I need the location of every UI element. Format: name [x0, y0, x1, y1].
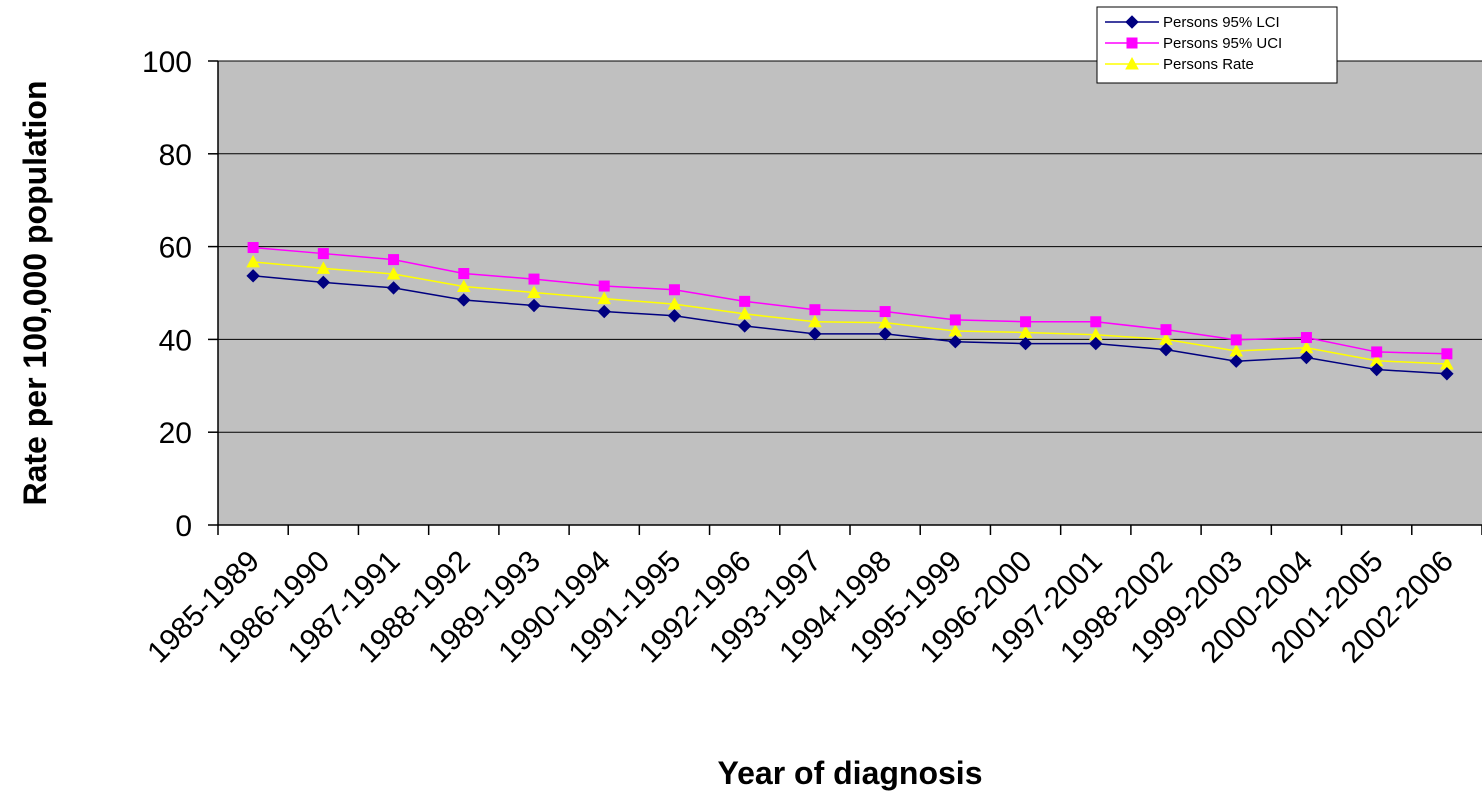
data-point: [386, 281, 401, 295]
legend: Persons 95% LCI Persons 95% UCI Persons Ra…: [1096, 6, 1338, 84]
data-point: [1020, 316, 1032, 328]
data-point: [1371, 346, 1383, 358]
data-point: [1018, 336, 1033, 351]
axes: [208, 60, 1482, 535]
series-line: [253, 261, 1447, 365]
series-diamond: [246, 269, 1454, 381]
data-point: [598, 280, 610, 292]
data-point: [809, 304, 821, 316]
series-line: [253, 246, 1447, 355]
data-point: [247, 242, 259, 254]
y-axis-title: Rate per 100,000 population: [17, 80, 53, 505]
legend-label: Persons 95% LCI: [1163, 14, 1280, 31]
legend-marker: [1125, 56, 1139, 70]
data-point: [878, 327, 892, 341]
data-point: [317, 248, 329, 260]
data-point: [948, 335, 963, 349]
data-point: [667, 309, 682, 323]
data-point: [246, 254, 260, 268]
data-point: [1440, 367, 1454, 381]
series-line: [253, 275, 1447, 375]
data-point: [1089, 336, 1103, 351]
data-point: [737, 319, 752, 333]
data-point: [1441, 348, 1453, 360]
data-point: [528, 273, 540, 285]
data-point: [1369, 362, 1384, 377]
data-point: [1230, 334, 1242, 346]
data-point: [737, 306, 752, 320]
y-tick-label: 80: [159, 139, 192, 172]
y-tick-label: 40: [159, 324, 192, 357]
legend-marker: [1126, 37, 1138, 49]
data-point: [597, 291, 612, 305]
data-point: [316, 261, 331, 274]
data-point: [879, 306, 891, 318]
plot-area: [218, 61, 1482, 525]
data-point: [386, 266, 401, 280]
data-point: [1299, 350, 1314, 365]
data-point: [316, 275, 331, 290]
data-point: [388, 254, 400, 266]
data-point: [949, 314, 961, 326]
data-point: [1159, 342, 1173, 357]
series-group: [246, 242, 1454, 381]
data-point: [739, 295, 751, 307]
data-point: [668, 284, 680, 296]
legend-item: Persons 95% UCI: [1105, 35, 1282, 52]
y-tick-label: 20: [159, 417, 192, 450]
data-point: [597, 304, 611, 319]
data-point: [527, 298, 541, 313]
data-point: [458, 268, 470, 280]
legend-item: Persons Rate: [1105, 56, 1254, 73]
series-square: [247, 242, 1453, 360]
data-point: [1090, 316, 1102, 328]
y-tick-label: 60: [159, 232, 192, 265]
legend-marker: [1125, 15, 1139, 29]
x-tick-labels: 1985-19891986-19901987-19911988-19921989…: [141, 545, 1460, 670]
data-point: [808, 314, 822, 328]
data-point: [246, 269, 260, 283]
legend-label: Persons Rate: [1163, 56, 1254, 73]
data-point: [1300, 332, 1312, 344]
data-point: [457, 293, 471, 307]
legend-item: Persons 95% LCI: [1105, 14, 1280, 31]
x-axis-title: Year of diagnosis: [718, 755, 983, 791]
data-point: [456, 279, 471, 293]
data-point: [527, 285, 541, 299]
data-point: [808, 327, 822, 341]
y-tick-labels: 0 20 40 60 80 100: [142, 46, 192, 543]
legend-label: Persons 95% UCI: [1163, 35, 1282, 52]
data-point: [1229, 354, 1243, 368]
y-tick-label: 0: [175, 510, 192, 543]
y-tick-label: 100: [142, 46, 192, 79]
data-point: [1160, 324, 1172, 336]
